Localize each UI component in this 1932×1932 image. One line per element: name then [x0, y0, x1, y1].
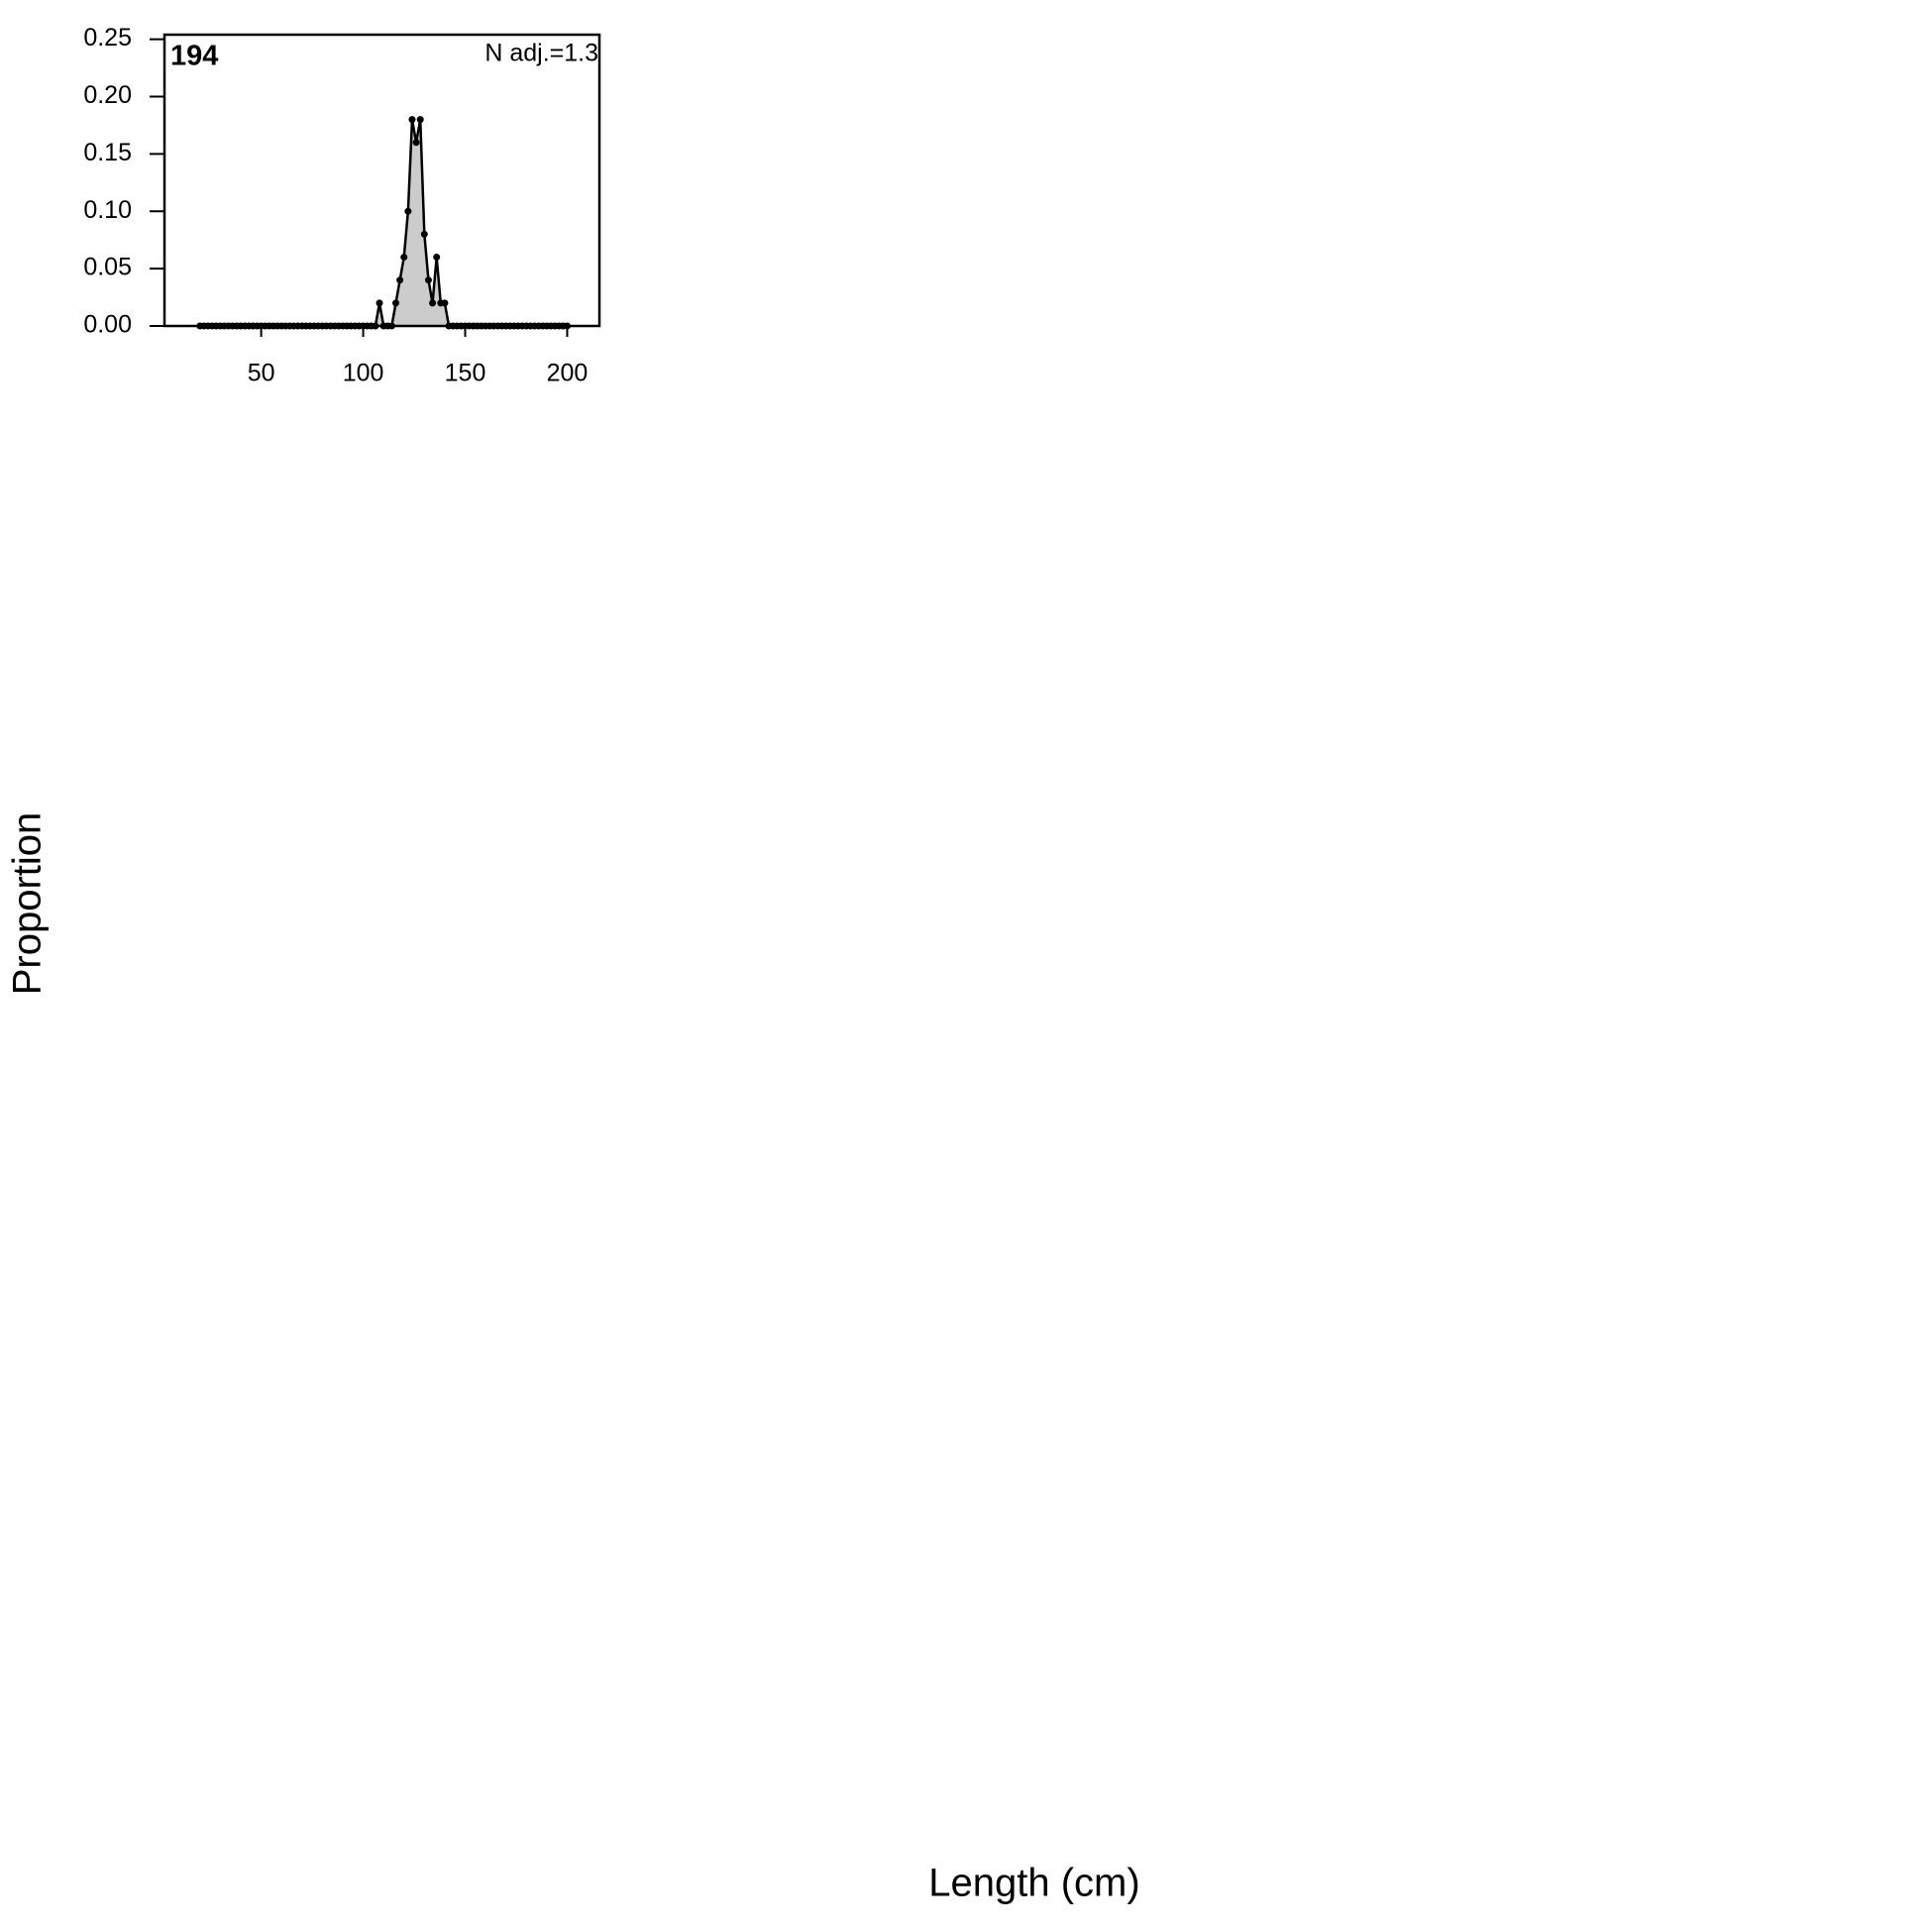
point	[408, 116, 416, 124]
annotation: N adj.=1.3	[484, 40, 598, 67]
panel-title: 194	[170, 41, 218, 72]
point	[412, 139, 420, 147]
point	[396, 276, 404, 284]
y-axis-label: Proportion	[6, 812, 50, 996]
point	[376, 299, 383, 307]
y-tick-label: 0.15	[83, 139, 132, 166]
y-tick-label: 0.10	[83, 196, 132, 224]
point	[392, 299, 400, 307]
point	[400, 254, 408, 262]
plot-frame	[162, 33, 601, 328]
point	[420, 230, 428, 238]
y-tick-label: 0.25	[83, 24, 132, 52]
point	[424, 276, 432, 284]
x-tick-label: 150	[445, 360, 486, 387]
point	[429, 299, 437, 307]
x-tick-label: 100	[343, 360, 384, 387]
x-axis-label: Length (cm)	[928, 1862, 1139, 1905]
area	[199, 119, 568, 327]
point	[404, 207, 412, 215]
x-tick-label: 50	[248, 360, 275, 387]
x-tick-label: 200	[547, 360, 589, 387]
y-tick-label: 0.00	[83, 311, 132, 339]
point	[441, 299, 449, 307]
line	[199, 119, 568, 328]
y-tick-label: 0.05	[83, 254, 132, 281]
y-tick-label: 0.20	[83, 81, 132, 109]
point	[416, 116, 424, 124]
point	[433, 254, 441, 262]
